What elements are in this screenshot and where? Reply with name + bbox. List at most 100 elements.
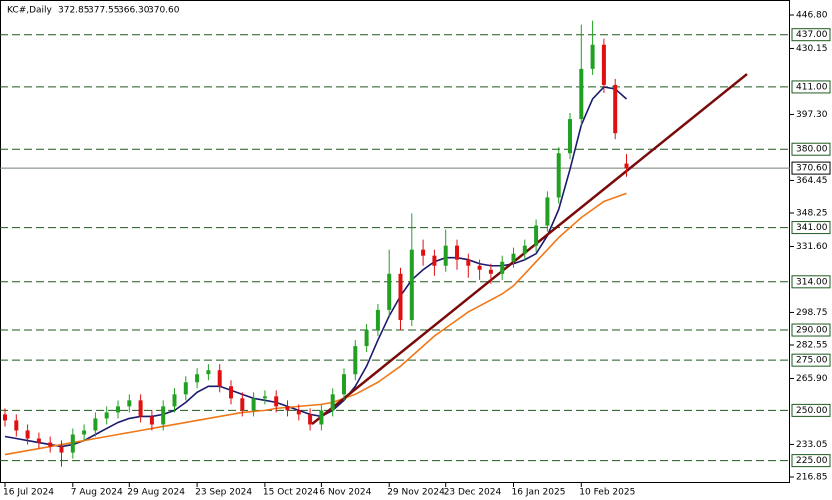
- candle-body: [387, 273, 392, 310]
- candle-body: [229, 386, 233, 399]
- y-tick-label: 216.85: [796, 472, 828, 482]
- x-tick-label: 15 Oct 2024: [263, 488, 319, 498]
- header-value: 370.60: [148, 6, 180, 16]
- level-label: 314.00: [796, 277, 828, 287]
- header-value: 366.30: [118, 6, 150, 16]
- candle-body: [183, 382, 188, 395]
- level-label: 225.00: [796, 456, 828, 466]
- candle-body: [82, 430, 87, 435]
- candle-body: [285, 406, 290, 411]
- candle-body: [149, 416, 154, 425]
- level-label-box: [791, 275, 831, 289]
- x-tick-label: 29 Aug 2024: [127, 488, 185, 498]
- candle-body: [590, 44, 595, 69]
- level-label-box: [791, 454, 831, 468]
- candle-body: [296, 410, 301, 415]
- candle-body: [251, 398, 256, 411]
- current-price-box: [791, 161, 831, 175]
- candle-body: [93, 418, 98, 431]
- candle-body: [455, 245, 459, 260]
- candle-body: [466, 259, 471, 266]
- y-tick-label: 446.80: [796, 11, 828, 21]
- x-tick-label: 7 Aug 2024: [71, 488, 123, 498]
- level-label-box: [791, 403, 831, 417]
- candle-body: [421, 249, 426, 256]
- candle-body: [500, 261, 505, 274]
- candle-body: [613, 84, 618, 134]
- candle-body: [545, 197, 550, 226]
- level-label: 380.00: [796, 145, 828, 155]
- candle-body: [409, 249, 414, 320]
- candle-body: [138, 400, 143, 417]
- candle-body: [59, 446, 64, 453]
- header-value: 372.85: [58, 6, 90, 16]
- level-label: 437.00: [796, 30, 828, 40]
- level-label-box: [791, 221, 831, 235]
- y-tick-label: 233.05: [796, 440, 828, 450]
- plot-frame: [0, 0, 790, 483]
- y-tick-label: 282.55: [796, 340, 828, 350]
- candle-body: [522, 245, 527, 254]
- candle-body: [443, 245, 448, 266]
- level-label-box: [791, 28, 831, 42]
- candle-body: [330, 394, 335, 411]
- level-label: 411.00: [796, 82, 828, 92]
- candle-body: [308, 414, 313, 425]
- x-tick-label: 23 Sep 2024: [195, 488, 252, 498]
- level-label: 290.00: [796, 326, 828, 336]
- candle-body: [274, 396, 279, 407]
- moving-average: [4, 192, 627, 456]
- level-label-box: [791, 80, 831, 94]
- x-tick-label: 6 Nov 2024: [319, 488, 371, 498]
- y-tick-label: 397.30: [796, 110, 828, 120]
- x-tick-label: 23 Dec 2024: [444, 488, 502, 498]
- candle-body: [488, 269, 493, 274]
- level-label-box: [791, 142, 831, 156]
- level-label: 341.00: [796, 223, 828, 233]
- y-tick-label: 430.15: [796, 44, 828, 54]
- level-label-box: [791, 323, 831, 337]
- candle-body: [14, 420, 19, 431]
- candle-body: [342, 374, 346, 395]
- candle-body: [104, 412, 109, 419]
- candle-body: [36, 438, 41, 443]
- candle-body: [375, 309, 380, 331]
- candle-body: [364, 330, 369, 347]
- candle-body: [601, 44, 606, 85]
- level-label: 250.00: [796, 406, 828, 416]
- y-tick-label: 265.90: [796, 374, 828, 384]
- trend-line: [311, 73, 748, 426]
- candle-body: [240, 398, 245, 411]
- level-label: 275.00: [796, 356, 828, 366]
- candle-body: [319, 410, 324, 425]
- x-tick-label: 16 Jul 2024: [3, 488, 54, 498]
- candle-body: [534, 225, 539, 246]
- y-tick-label: 331.60: [796, 242, 828, 252]
- candle-body: [48, 442, 53, 447]
- header-value: 377.55: [88, 6, 120, 16]
- candle-body: [127, 400, 132, 407]
- y-tick-label: 348.25: [796, 209, 828, 219]
- candle-body: [568, 119, 572, 154]
- chart-title: KC#,Daily: [7, 6, 53, 16]
- candle-body: [556, 153, 561, 198]
- y-tick-label: 364.45: [796, 176, 828, 186]
- candle-body: [511, 253, 516, 262]
- candle-body: [116, 406, 120, 413]
- candle-body: [25, 430, 30, 439]
- moving-average: [4, 86, 628, 448]
- y-tick-label: 298.75: [796, 308, 828, 318]
- candle-body: [579, 68, 584, 120]
- candle-body: [262, 396, 267, 399]
- candle-body: [172, 394, 177, 407]
- candle-body: [206, 370, 211, 375]
- candle-body: [432, 255, 437, 266]
- candle-body: [217, 370, 222, 387]
- candle-body: [398, 273, 403, 320]
- x-tick-label: 16 Jan 2025: [512, 488, 566, 498]
- candle-body: [624, 163, 629, 169]
- candle-body: [3, 414, 7, 421]
- candle-body: [70, 434, 75, 453]
